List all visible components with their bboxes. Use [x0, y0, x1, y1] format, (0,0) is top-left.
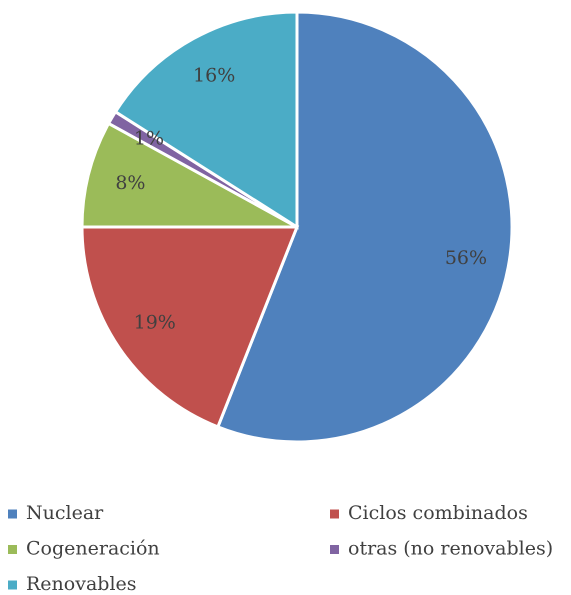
legend-swatch: [330, 509, 339, 519]
legend-swatch: [8, 580, 17, 590]
legend-swatch: [8, 545, 17, 554]
pie-slice: [80, 121, 298, 229]
pie-slice: [80, 225, 300, 429]
legend-label: otras (no renovables): [348, 538, 553, 560]
pie-slice: [113, 10, 299, 230]
pie-slice: [215, 10, 514, 444]
legend-label: Nuclear: [26, 502, 104, 524]
legend-swatch: [330, 545, 339, 554]
data-label: 16%: [193, 64, 235, 86]
legend-label: Cogeneración: [26, 538, 160, 560]
data-label: 19%: [134, 312, 176, 334]
legend-swatch: [8, 509, 17, 519]
legend-label: Renovables: [26, 573, 137, 595]
data-label: 56%: [445, 247, 487, 269]
data-label: 1%: [134, 127, 164, 149]
data-label: 8%: [115, 172, 145, 194]
legend-label: Ciclos combinados: [348, 502, 528, 524]
